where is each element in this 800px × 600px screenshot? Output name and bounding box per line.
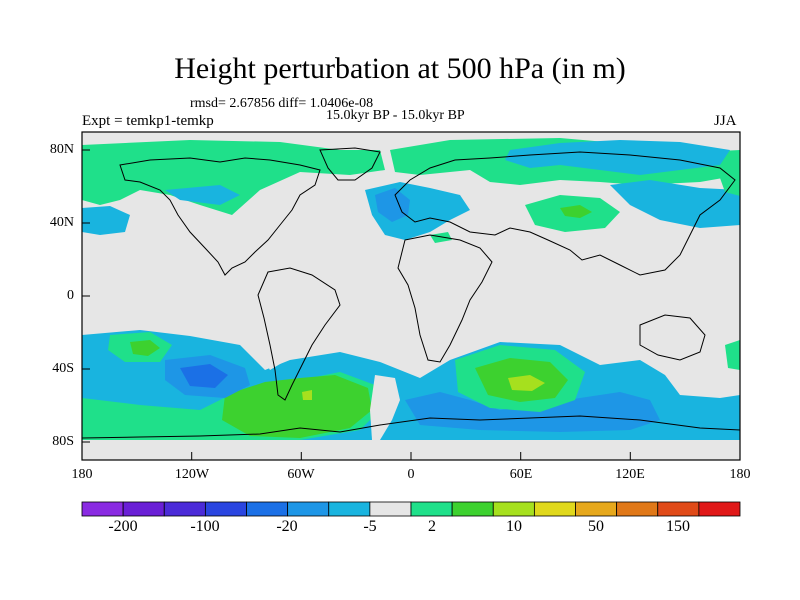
lon-label-0: 0 xyxy=(407,467,415,482)
map-title: Height perturbation at 500 hPa (in m) xyxy=(174,52,626,85)
colorbar-label-3: -20 xyxy=(276,518,298,535)
colorbar-label-4: -5 xyxy=(363,518,377,535)
colorbar-box xyxy=(163,501,206,517)
contour-north-blue xyxy=(505,140,730,175)
coast-antarctica xyxy=(82,415,740,439)
coast-north-america xyxy=(119,157,321,276)
colorbar-box xyxy=(533,501,576,517)
contour-pacific-blue-2 xyxy=(165,185,240,205)
colorbar-box xyxy=(575,501,618,517)
colorbar-box xyxy=(657,501,700,517)
colorbar-box xyxy=(204,501,247,517)
experiment-label: Expt = temkp1-temkp xyxy=(82,113,214,129)
colorbar-box xyxy=(410,501,453,517)
lon-label-120e: 120E xyxy=(615,467,645,482)
contour-asia-green-2 xyxy=(560,205,592,218)
stats-text: rmsd= 2.67856 diff= 1.0406e-08 xyxy=(190,96,374,111)
contour-east-blue xyxy=(610,180,740,228)
colorbar-label-2: -100 xyxy=(190,518,220,535)
colorbar-box xyxy=(287,501,330,517)
lat-label-40s: 40S xyxy=(52,361,74,376)
coast-greenland xyxy=(319,147,381,181)
contour-south-yellow-indian xyxy=(508,375,545,391)
colorbar-box xyxy=(616,501,659,517)
contour-north-band xyxy=(82,140,385,215)
colorbar-label-5: 2 xyxy=(428,518,436,535)
lon-label-60w: 60W xyxy=(287,467,315,482)
colorbar-label-8: 150 xyxy=(666,518,690,535)
lon-ticks xyxy=(81,452,741,460)
coast-south-america xyxy=(257,267,341,401)
lon-label-180w: 180 xyxy=(71,467,93,482)
coast-eurasia xyxy=(394,151,736,276)
contour-south-gray-gap xyxy=(255,340,300,370)
colorbar-box xyxy=(698,501,741,517)
lon-label-180e: 180 xyxy=(729,467,751,482)
lat-label-0: 0 xyxy=(67,288,74,303)
colorbar-box xyxy=(492,501,535,517)
lat-ticks xyxy=(82,149,90,443)
lat-label-80s: 80S xyxy=(52,434,74,449)
colorbar-box xyxy=(81,501,124,517)
contour-pacific-blue xyxy=(82,206,130,235)
colorbar-box xyxy=(328,501,371,517)
contour-atlantic-blue-dark xyxy=(375,188,410,222)
period-text: 15.0kyr BP - 15.0kyr BP xyxy=(326,108,465,123)
contour-south-green-w-inner xyxy=(130,340,160,356)
colorbar-box xyxy=(122,501,165,517)
contour-europe-green xyxy=(430,232,452,243)
contour-south-blue-sw-dark xyxy=(180,364,228,388)
season-label: JJA xyxy=(714,113,737,129)
colorbar-label-6: 10 xyxy=(506,518,522,535)
contour-east-green-south xyxy=(725,340,740,370)
coast-australia xyxy=(639,314,706,361)
colorbar-label-7: 50 xyxy=(588,518,604,535)
colorbar xyxy=(81,501,741,517)
colorbar-box xyxy=(451,501,494,517)
lon-label-120w: 120W xyxy=(174,467,210,482)
contour-south-blue-indian xyxy=(405,392,660,432)
colorbar-label-1: -200 xyxy=(108,518,138,535)
contour-east-green xyxy=(720,172,740,196)
contour-south-yellow-small xyxy=(302,390,312,400)
lon-label-60e: 60E xyxy=(509,467,533,482)
colorbar-box xyxy=(246,501,289,517)
contour-gray-band-south xyxy=(370,375,400,440)
contour-field xyxy=(82,138,740,440)
contour-south-green-se xyxy=(222,375,372,438)
lat-label-80n: 80N xyxy=(49,142,74,157)
colorbar-box xyxy=(369,501,412,517)
lat-label-40n: 40N xyxy=(49,215,74,230)
coast-africa xyxy=(397,234,493,363)
coastlines xyxy=(82,147,740,439)
